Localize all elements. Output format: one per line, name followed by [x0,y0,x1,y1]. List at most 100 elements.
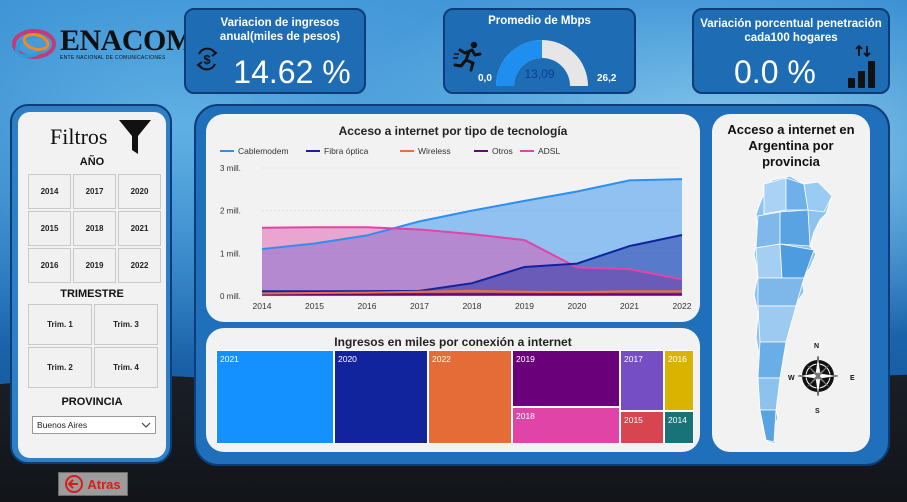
kpi-card-ingresos: Variacion de ingresos anual(miles de pes… [184,8,366,94]
gauge-fill [496,40,542,86]
money-cycle-icon: $ [196,47,218,71]
logo-text: ENACOM [60,24,194,57]
svg-text:$: $ [203,52,211,67]
provincia-selected: Buenos Aires [37,420,88,430]
tech-chart-title: Acceso a internet por tipo de tecnología [338,124,568,138]
x-tick-label: 2014 [253,301,272,311]
kpi-card-penetracion: Variación porcentual penetración cada100… [692,8,890,94]
treemap-tile-2015[interactable]: 2015 [620,411,664,444]
treemap-title: Ingresos en miles por conexión a interne… [334,335,572,349]
trimestre-button-1[interactable]: Trim. 1 [28,304,92,345]
legend-label: ADSL [538,146,561,156]
y-tick-label: 2 mill. [220,207,241,216]
tech-chart-panel: Acceso a internet por tipo de tecnología… [206,114,700,322]
x-tick-label: 2019 [515,301,534,311]
year-button-2018[interactable]: 2018 [73,211,116,246]
anio-label: AÑO [79,156,105,168]
kpi-mbps-title: Promedio de Mbps [488,15,591,27]
kpi-ingresos-title: Variacion de ingresos anual(miles de pes… [219,17,341,43]
filters-title: Filtros [50,124,108,149]
funnel-icon [119,120,151,154]
chevron-down-icon [141,422,151,428]
back-button[interactable]: Atras [58,472,128,496]
trimestre-button-4[interactable]: Trim. 4 [94,347,158,388]
year-button-2022[interactable]: 2022 [118,248,161,283]
trimestre-button-2[interactable]: Trim. 3 [94,304,158,345]
gauge-max: 26,2 [597,73,617,84]
ingresos-treemap-panel: Ingresos en miles por conexión a interne… [206,328,700,452]
runner-icon [453,41,482,72]
treemap-tile-2014[interactable]: 2014 [664,411,694,444]
legend-item[interactable]: Cablemodem [220,146,289,156]
tech-area-chart: 0 mill. 1 mill. 2 mill. 3 mill. 2014 2015 2016… [220,164,692,311]
kpi-ingresos-value: 14.62 % [233,54,351,90]
trimestre-button-3[interactable]: Trim. 2 [28,347,92,388]
legend-swatch [520,150,534,152]
legend-item[interactable]: Wireless [400,146,451,156]
compass-e: E [850,375,855,382]
series-line-adsl [261,226,683,281]
logo-subtitle: ENTE NACIONAL DE COMUNICACIONES [60,55,166,61]
map-panel: Acceso a internet en Argentina por provi… [712,114,870,452]
treemap-tile-2018[interactable]: 2018 [512,407,620,444]
series-area-adsl [262,227,682,296]
legend-item[interactable]: Fibra óptica [306,146,368,156]
year-button-2020[interactable]: 2020 [118,174,161,209]
treemap-tile-label: 2021 [220,354,239,364]
mbps-gauge [496,39,588,86]
treemap-tile-label: 2014 [668,415,687,425]
arrow-left-circle-icon [65,475,84,493]
legend-swatch [306,150,320,152]
y-tick-label: 3 mill. [220,164,241,173]
treemap-tile-2019[interactable]: 2019 [512,350,620,407]
map-title: Acceso a internet en Argentina por provi… [727,122,855,169]
treemap-tile-2022[interactable]: 2022 [428,350,512,444]
legend-swatch [400,150,414,152]
kpi-card-mbps: Promedio de Mbps 13,09 0,0 26,2 [443,8,636,94]
year-button-2017[interactable]: 2017 [73,174,116,209]
treemap-tile-label: 2016 [668,354,687,364]
compass-w: W [788,375,795,382]
x-tick-label: 2015 [305,301,324,311]
x-tick-label: 2021 [620,301,639,311]
treemap-tile-label: 2020 [338,354,357,364]
y-tick-label: 1 mill. [220,249,241,258]
kpi-penetracion-title: Variación porcentual penetración cada100… [700,18,882,44]
compass-s: S [815,408,820,415]
trimestre-label: TRIMESTRE [60,288,124,300]
legend-label: Fibra óptica [324,146,369,156]
treemap-tile-2021[interactable]: 2021 [216,350,334,444]
legend-swatch [474,150,488,152]
enacom-logo: ENACOM ENTE NACIONAL DE COMUNICACIONES [10,22,194,70]
x-tick-label: 2018 [463,301,482,311]
series-line-cablemodem [261,178,683,251]
x-tick-label: 2020 [568,301,587,311]
legend-label: Otros [492,146,513,156]
year-button-2019[interactable]: 2019 [73,248,116,283]
treemap-tile-2017[interactable]: 2017 [620,350,664,411]
year-button-2016[interactable]: 2016 [28,248,71,283]
legend-label: Cablemodem [238,146,289,156]
treemap-tile-2020[interactable]: 2020 [334,350,428,444]
treemap-tile-label: 2022 [432,354,451,364]
legend-item[interactable]: ADSL [520,146,560,156]
year-button-2015[interactable]: 2015 [28,211,71,246]
legend-label: Wireless [418,146,451,156]
series-area-fibra-óptica [262,234,682,296]
gauge-min: 0,0 [478,73,492,84]
back-button-label: Atras [87,476,121,492]
series-line-wireless [261,289,682,295]
tech-chart-legend: Cablemodem Fibra óptica Wireless Otros ADSL [220,146,690,158]
treemap-tile-2016[interactable]: 2016 [664,350,694,411]
treemap-tile-label: 2015 [624,415,643,425]
filters-panel: Filtros AÑO 2014 2017 2020 2015 2018 2021 2016… [10,104,172,464]
x-tick-label: 2022 [673,301,692,311]
legend-item[interactable]: Otros [474,146,513,156]
bar-growth-icon [848,44,875,88]
year-button-2021[interactable]: 2021 [118,211,161,246]
year-button-2014[interactable]: 2014 [28,174,71,209]
argentina-map [753,175,833,445]
series-line-fibra-óptica [262,234,683,293]
ingresos-treemap: 2021 2020 2022 2019 2018 2017 2016 2015 2014 [216,350,698,446]
provincia-dropdown[interactable]: Buenos Aires [32,416,156,434]
